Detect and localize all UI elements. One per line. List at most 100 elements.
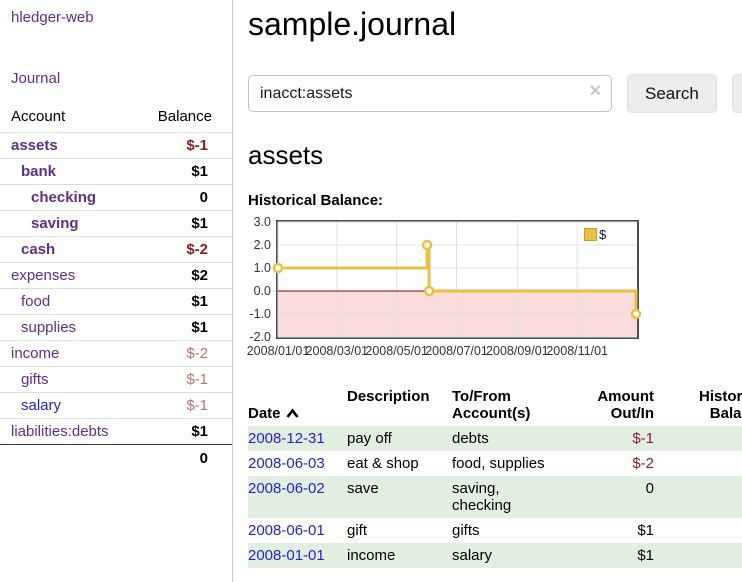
transaction-accounts-cell: saving, checking (452, 480, 512, 514)
account-balance: $-2 (129, 236, 232, 263)
transaction-accounts-cell: food, supplies (452, 455, 545, 472)
account-name-cell: bank (0, 158, 130, 185)
transaction-date-link[interactable]: 2008-06-03 (248, 455, 325, 472)
account-row: food $1 (0, 288, 232, 315)
account-name-cell: assets (0, 132, 130, 159)
historical-balance-chart: $ 3.0 2.0 1.0 0.0 -1.0 -2.0 2008/01/01 2008/03/… (246, 215, 742, 360)
x-tick-label: 2008/01/01 (246, 344, 310, 358)
transaction-amount-cell: $1 (637, 547, 654, 564)
account-balance: 0 (129, 184, 232, 211)
accounts-col-balance: Balance (157, 108, 212, 125)
transaction-date-link[interactable]: 2008-06-01 (248, 522, 325, 539)
sidebar-nav: Journal (0, 70, 232, 87)
register-row: 2008-06-03 eat & shop food, supplies $-20 (248, 451, 742, 476)
account-name-cell: saving (0, 210, 130, 237)
x-tick-label: 2008/07/01 (425, 344, 488, 358)
account-balance: $2 (129, 262, 232, 289)
account-link[interactable]: gifts (21, 371, 49, 388)
transaction-date-link[interactable]: 2008-12-31 (248, 430, 325, 447)
transaction-amount-cell: $1 (637, 522, 654, 539)
col-date-label: Date (248, 405, 281, 422)
transaction-balance-cell: 0 (656, 451, 742, 476)
transaction-accounts-cell: gifts (452, 522, 480, 539)
col-date[interactable]: Date (248, 384, 347, 426)
register-header-row: Date Description To/From Account(s) Amou… (248, 384, 742, 426)
app-brand-link[interactable]: hledger-web (11, 9, 94, 26)
account-link[interactable]: cash (21, 241, 56, 258)
y-tick-label: 3.0 (253, 215, 271, 229)
x-tick-label: 2008/11/01 (546, 344, 608, 358)
transaction-amount-cell: 0 (645, 480, 654, 497)
account-link[interactable]: food (21, 293, 51, 310)
account-row: bank $1 (0, 158, 232, 185)
account-balance: $1 (129, 210, 232, 237)
transaction-balance-cell: $1 (656, 543, 742, 568)
y-tick-label: 0.0 (253, 284, 271, 298)
clear-search-icon[interactable]: ✕ (588, 83, 602, 100)
y-tick-label: -2.0 (249, 330, 271, 344)
search-input[interactable] (248, 75, 612, 112)
account-balance: $-1 (129, 132, 232, 159)
account-balance: $1 (129, 288, 232, 315)
accounts-total-spacer (0, 444, 130, 471)
account-name-cell: income (0, 340, 130, 367)
account-row: saving $1 (0, 210, 232, 237)
transaction-description-cell: income (347, 547, 396, 564)
account-name-cell: cash (0, 236, 130, 263)
account-link[interactable]: bank (21, 163, 57, 180)
col-amount: Amount Out/In (597, 388, 654, 422)
transaction-date-cell: 2008-12-31 (248, 426, 347, 451)
account-balance: $1 (129, 314, 232, 341)
transaction-date-cell: 2008-06-02 (248, 476, 347, 518)
transaction-description-cell: eat & shop (347, 455, 419, 472)
account-link[interactable]: checking (31, 189, 97, 206)
account-heading: assets (248, 140, 324, 170)
account-link[interactable]: income (11, 345, 60, 362)
chart-label: Historical Balance: (248, 192, 384, 209)
account-row: salary $-1 (0, 392, 232, 419)
transaction-amount-cell: $-1 (632, 430, 654, 447)
account-row: assets $-1 (0, 132, 232, 159)
transaction-date-cell: 2008-01-01 (248, 543, 347, 568)
transaction-accounts-cell: salary (452, 547, 493, 564)
account-link[interactable]: liabilities:debts (11, 423, 109, 440)
search-button[interactable]: Search (627, 74, 717, 113)
transaction-balance-cell: $2 (656, 518, 742, 543)
account-name-cell: food (0, 288, 130, 315)
account-link[interactable]: expenses (11, 267, 76, 284)
register-row: 2008-06-02 save saving, checking 0$2 (248, 476, 742, 518)
account-name-cell: supplies (0, 314, 130, 341)
transaction-description-cell: save (347, 480, 379, 497)
account-name-cell: expenses (0, 262, 130, 289)
register-row: 2008-12-31 pay off debts $-1$-1 (248, 426, 742, 451)
account-row: liabilities:debts $1 (0, 418, 232, 445)
transaction-date-link[interactable]: 2008-06-02 (248, 480, 325, 497)
account-link[interactable]: salary (21, 397, 62, 414)
y-tick-label: -1.0 (249, 307, 271, 321)
register-row: 2008-01-01 income salary $1$1 (248, 543, 742, 568)
nav-journal-link[interactable]: Journal (11, 70, 61, 87)
account-row: checking 0 (0, 184, 232, 211)
legend-swatch (584, 228, 597, 241)
accounts-total-row: 0 (0, 444, 232, 471)
account-link[interactable]: assets (11, 137, 58, 154)
x-tick-label: 2008/09/01 (486, 344, 549, 358)
register-row: 2008-06-01 gift gifts $1$2 (248, 518, 742, 543)
transaction-date-cell: 2008-06-01 (248, 518, 347, 543)
account-row: cash $-2 (0, 236, 232, 263)
accounts-table: Account Balance assets $-1 bank $1 checking 0… (0, 104, 232, 471)
transaction-date-link[interactable]: 2008-01-01 (248, 547, 325, 564)
account-balance: $-2 (129, 340, 232, 367)
account-link[interactable]: saving (31, 215, 79, 232)
account-link[interactable]: supplies (21, 319, 77, 336)
accounts-total-value: 0 (129, 444, 232, 471)
help-button[interactable]: ? (731, 74, 742, 113)
transaction-description-cell: gift (347, 522, 368, 539)
col-description: Description (347, 388, 430, 405)
transaction-balance-cell: $2 (656, 476, 742, 518)
account-name-cell: gifts (0, 366, 130, 393)
account-name-cell: salary (0, 392, 130, 419)
col-balance: Historical Balance (698, 388, 742, 422)
account-row: income $-2 (0, 340, 232, 367)
